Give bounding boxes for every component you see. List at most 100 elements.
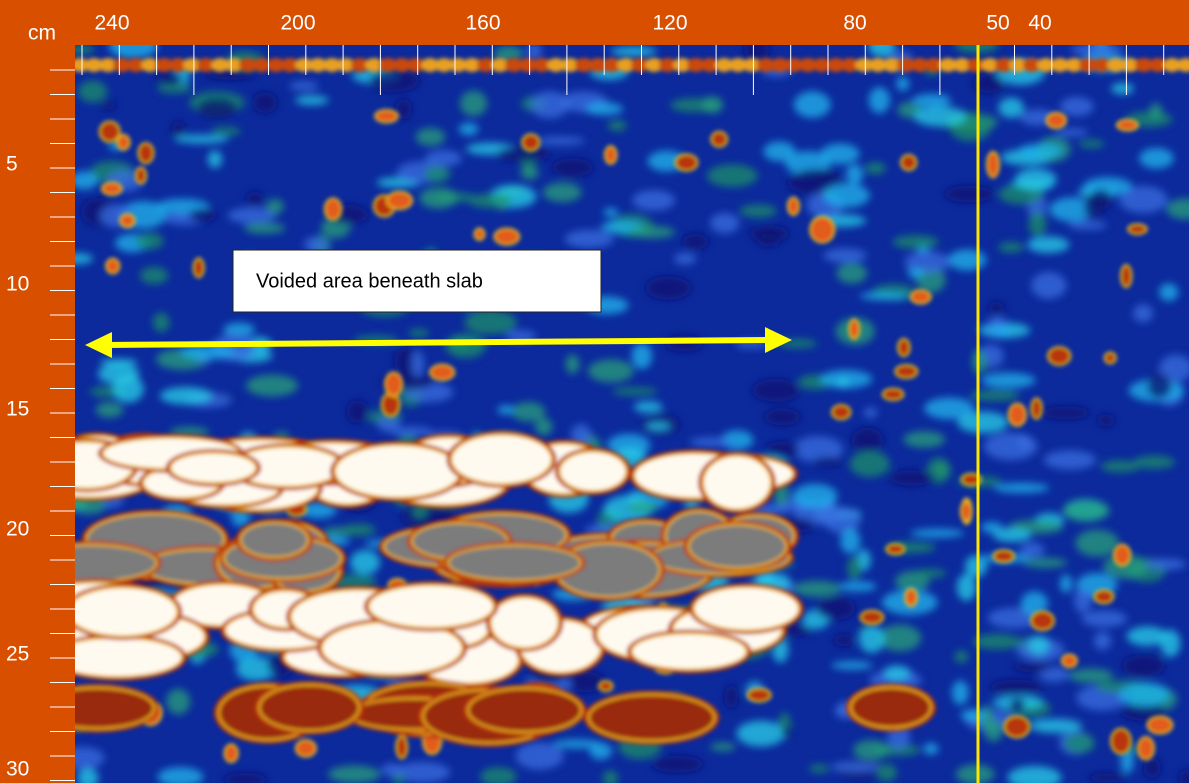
texture	[208, 150, 222, 168]
texture	[627, 501, 659, 512]
speck	[993, 550, 1014, 562]
texture	[1149, 103, 1162, 119]
texture	[781, 727, 793, 736]
texture	[710, 213, 739, 233]
texture	[944, 186, 994, 202]
speck	[905, 589, 917, 607]
speck	[296, 740, 316, 757]
speck	[605, 146, 617, 164]
top-label: 200	[280, 12, 315, 35]
texture	[328, 765, 381, 783]
speck	[387, 192, 412, 210]
texture	[586, 102, 624, 115]
texture	[879, 625, 922, 652]
texture	[211, 127, 241, 136]
reflection-core	[336, 446, 459, 496]
speck	[1031, 611, 1054, 630]
texture	[1031, 272, 1066, 299]
reflection-core	[590, 696, 714, 740]
texture	[634, 401, 663, 412]
texture	[1054, 128, 1088, 136]
texture	[1044, 450, 1096, 469]
reflection-core	[242, 524, 307, 557]
texture	[100, 359, 138, 367]
speck	[886, 544, 905, 554]
speck	[1004, 716, 1030, 738]
texture	[536, 137, 585, 145]
texture	[156, 73, 183, 85]
texture	[566, 354, 580, 373]
texture	[766, 441, 800, 458]
texture	[381, 763, 402, 776]
texture	[990, 325, 1011, 337]
texture	[197, 98, 237, 118]
texture	[464, 311, 517, 335]
speck	[430, 365, 455, 381]
texture	[1147, 374, 1172, 399]
speck	[102, 182, 122, 195]
texture	[565, 230, 614, 248]
speck	[860, 610, 883, 624]
texture	[957, 573, 976, 601]
texture	[1027, 236, 1069, 253]
texture	[1159, 283, 1178, 301]
speck	[120, 214, 135, 227]
speck	[898, 339, 910, 357]
texture	[725, 685, 738, 708]
reflection-core	[695, 588, 798, 629]
texture	[961, 709, 985, 721]
texture	[289, 81, 318, 90]
reflection-core	[704, 457, 770, 508]
texture	[809, 765, 830, 773]
texture	[140, 267, 168, 284]
speck	[474, 228, 484, 240]
speck	[193, 258, 203, 277]
texture	[797, 168, 836, 180]
texture	[865, 162, 886, 174]
speck	[136, 167, 147, 183]
texture	[100, 101, 116, 110]
texture	[835, 379, 850, 387]
top-label: 80	[843, 12, 866, 35]
texture	[1111, 83, 1134, 94]
texture	[923, 743, 938, 755]
texture	[1101, 460, 1140, 472]
texture	[994, 483, 1050, 493]
speck	[522, 134, 540, 151]
texture	[543, 183, 582, 203]
texture	[674, 253, 696, 264]
speck	[106, 259, 120, 274]
texture	[1028, 211, 1046, 236]
texture	[516, 742, 564, 769]
texture	[497, 405, 514, 414]
texture	[973, 634, 1021, 650]
texture	[752, 379, 800, 402]
speck	[1138, 737, 1154, 760]
speck	[224, 744, 238, 762]
top-label: 160	[465, 12, 500, 35]
texture	[683, 234, 709, 249]
texture	[1088, 773, 1127, 782]
texture	[1075, 530, 1119, 557]
speck	[1094, 590, 1113, 603]
texture	[794, 91, 831, 118]
texture	[892, 235, 939, 249]
texture	[646, 422, 671, 431]
texture	[860, 292, 910, 300]
speck	[910, 290, 930, 304]
texture	[912, 94, 951, 108]
texture	[707, 164, 758, 187]
texture	[411, 350, 424, 377]
texture	[1119, 682, 1170, 706]
texture	[180, 345, 236, 359]
texture	[990, 680, 1043, 695]
speck	[895, 365, 917, 378]
reflection-core	[492, 598, 558, 646]
speck	[1121, 265, 1132, 288]
reflection-core	[633, 634, 746, 668]
left-label: 25	[6, 643, 29, 666]
texture	[1060, 97, 1094, 116]
texture	[425, 150, 462, 166]
left-label: 20	[6, 518, 29, 541]
speck	[599, 681, 613, 692]
